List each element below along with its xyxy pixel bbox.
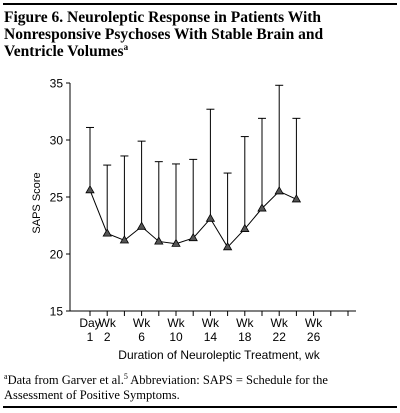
y-tick-label-15: 15 [50,305,64,319]
x-tick-label-bottom-0: 1 [87,330,94,344]
x-tick-label-bottom-7: 26 [307,330,321,344]
data-point-10 [257,203,267,212]
x-tick-label-top-7: Wk [305,316,323,330]
y-tick-label-30: 30 [50,134,64,148]
data-point-3 [136,221,147,230]
footnote-text-2: Abbreviation: SAPS = Schedule for the [127,373,328,387]
title-line-2: Nonresponsive Psychoses With Stable Brai… [4,26,324,43]
x-tick-label-bottom-2: 6 [138,330,145,344]
footnote-line-2: Assessment of Positive Symptoms. [4,388,180,402]
title-line-3: Ventricle Volumesa [4,42,396,61]
title-footnote-marker: a [123,42,129,52]
data-point-12 [291,194,302,203]
footnote-line-1: aData from Garver et al.5 Abbreviation: … [4,373,398,388]
data-point-5 [171,238,181,247]
data-point-6 [188,232,198,242]
x-tick-label-top-1: Wk [99,316,117,330]
footnote-marker: a [4,372,8,381]
x-tick-label-top-3: Wk [167,316,185,330]
x-tick-label-top-6: Wk [271,316,289,330]
x-tick-label-bottom-4: 14 [204,330,218,344]
x-tick-label-bottom-3: 10 [169,330,183,344]
x-tick-label-top-4: Wk [202,316,220,330]
x-tick-label-bottom-6: 22 [273,330,287,344]
figure-title: Figure 6. Neuroleptic Response in Patien… [4,9,396,60]
data-point-7 [205,213,216,222]
y-tick-label-20: 20 [50,248,64,262]
y-axis-label: SAPS Score [31,172,43,233]
data-point-0 [85,185,95,194]
figure-footnote: aData from Garver et al.5 Abbreviation: … [4,373,398,403]
bottom-rule [3,406,397,408]
x-axis-label: Duration of Neuroleptic Treatment, wk [118,348,320,362]
y-tick-label-35: 35 [50,77,64,91]
footnote-text-1: Data from Garver et al. [7,373,124,387]
title-line-1: Figure 6. Neuroleptic Response in Patien… [4,9,322,26]
x-tick-label-top-5: Wk [236,316,254,330]
data-point-8 [222,242,233,251]
data-point-11 [274,186,284,195]
x-tick-label-bottom-5: 18 [238,330,252,344]
x-tick-label-bottom-1: 2 [104,330,111,344]
data-point-1 [102,228,112,237]
x-tick-label-top-0: Day [79,316,100,330]
title-line-3-text: Ventricle Volumes [4,43,124,60]
top-rule [3,3,397,5]
footnote-reference-number: 5 [123,372,128,381]
data-point-2 [119,235,130,244]
y-tick-label-25: 25 [50,191,64,205]
x-tick-label-top-2: Wk [133,316,151,330]
data-point-9 [240,223,250,232]
data-point-4 [154,236,164,245]
